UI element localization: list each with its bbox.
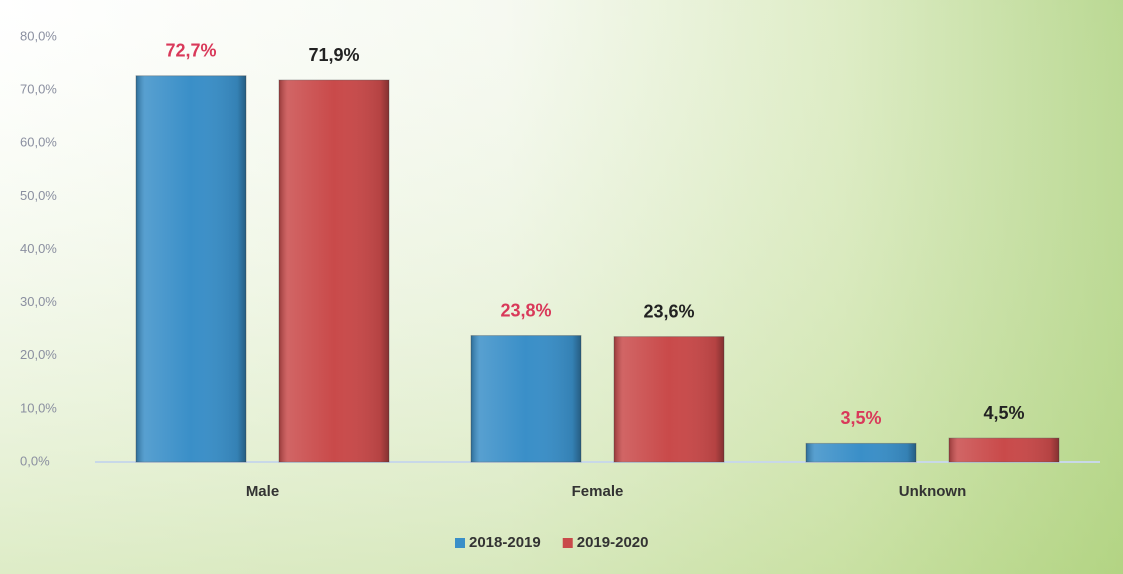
data-label: 23,6% xyxy=(643,301,694,321)
y-tick-label: 20,0% xyxy=(20,347,57,362)
data-label: 71,9% xyxy=(308,45,359,65)
x-tick-label: Male xyxy=(246,483,279,500)
data-label: 4,5% xyxy=(983,403,1024,423)
data-label: 23,8% xyxy=(500,300,551,320)
bar xyxy=(470,335,582,463)
bar xyxy=(805,442,917,463)
x-tick-label: Unknown xyxy=(899,483,967,500)
bar xyxy=(278,79,390,463)
legend-label: 2019-2020 xyxy=(577,534,649,551)
y-tick-label: 0,0% xyxy=(20,453,50,468)
y-tick-label: 30,0% xyxy=(20,294,57,309)
y-tick-label: 80,0% xyxy=(20,28,57,43)
x-tick-label: Female xyxy=(572,483,624,500)
y-tick-label: 70,0% xyxy=(20,82,57,97)
y-tick-label: 50,0% xyxy=(20,188,57,203)
legend-swatch xyxy=(455,538,465,548)
bar xyxy=(135,75,247,463)
y-tick-label: 40,0% xyxy=(20,241,57,256)
legend-swatch xyxy=(562,538,573,548)
y-tick-label: 10,0% xyxy=(20,400,57,415)
y-tick-label: 60,0% xyxy=(20,135,57,150)
bar xyxy=(948,437,1060,463)
bar xyxy=(613,336,725,463)
data-label: 3,5% xyxy=(840,408,881,428)
data-label: 72,7% xyxy=(165,41,216,61)
legend-label: 2018-2019 xyxy=(469,534,541,551)
